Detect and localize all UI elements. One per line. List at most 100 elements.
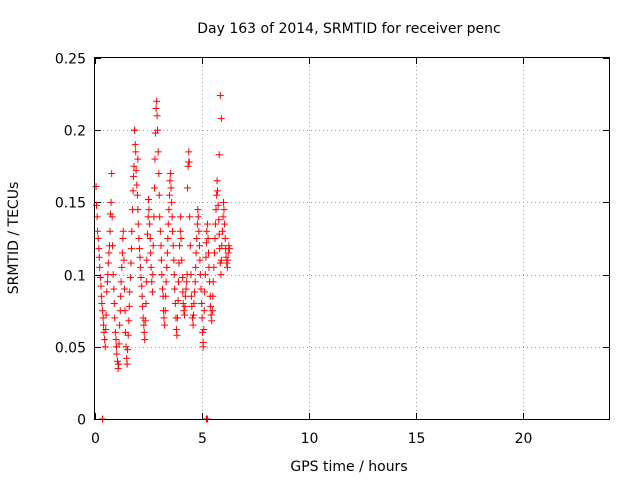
- data-point: [157, 256, 165, 264]
- data-point: [121, 285, 129, 293]
- data-point: [111, 314, 119, 322]
- data-point: [138, 292, 146, 300]
- data-point: [168, 198, 176, 206]
- data-point: [176, 227, 184, 235]
- data-point: [173, 331, 181, 339]
- data-point: [189, 321, 197, 329]
- data-point: [97, 282, 105, 290]
- data-point: [213, 177, 221, 185]
- data-point: [204, 235, 212, 242]
- data-point: [175, 278, 183, 286]
- data-point: [216, 92, 224, 100]
- data-point: [220, 198, 227, 206]
- data-point: [186, 213, 194, 221]
- data-point: [100, 328, 108, 336]
- data-point: [123, 360, 131, 368]
- data-point: [215, 216, 223, 224]
- data-point: [213, 191, 221, 199]
- data-point: [101, 336, 109, 344]
- data-point: [217, 256, 225, 264]
- data-point: [100, 321, 108, 329]
- data-point: [209, 278, 217, 286]
- data-point: [130, 162, 138, 170]
- data-point: [94, 227, 102, 235]
- data-point: [224, 249, 232, 257]
- data-point: [220, 206, 228, 214]
- data-point: [131, 141, 139, 149]
- data-point: [117, 292, 125, 300]
- data-point: [181, 302, 189, 310]
- data-point: [142, 299, 150, 307]
- data-point: [133, 191, 141, 199]
- data-point: [208, 307, 216, 315]
- data-point: [184, 184, 192, 192]
- data-point: [118, 263, 126, 271]
- data-point: [136, 263, 144, 271]
- data-point: [156, 227, 164, 235]
- data-point: [205, 249, 213, 257]
- x-axis-label: GPS time / hours: [290, 459, 407, 475]
- data-point: [207, 311, 215, 319]
- data-point: [107, 198, 115, 206]
- x-tick-label: 0: [91, 431, 100, 447]
- data-point: [146, 220, 154, 228]
- data-point: [169, 227, 177, 235]
- data-point: [203, 227, 211, 235]
- data-point: [171, 285, 179, 293]
- data-point: [193, 220, 201, 228]
- data-point: [160, 314, 168, 322]
- data-point: [110, 285, 118, 293]
- data-point: [103, 278, 111, 286]
- data-point: [203, 220, 211, 228]
- data-point: [185, 158, 193, 166]
- data-point: [124, 331, 132, 339]
- data-point: [163, 249, 171, 257]
- data-point: [177, 235, 185, 242]
- chart-title: Day 163 of 2014, SRMTID for receiver pen…: [197, 21, 500, 37]
- plot-frame: [94, 57, 610, 420]
- data-point: [129, 187, 137, 195]
- data-point: [153, 97, 161, 105]
- data-point: [135, 235, 143, 242]
- data-point: [193, 235, 201, 242]
- data-point: [162, 292, 170, 300]
- data-point: [126, 273, 134, 281]
- data-point: [141, 317, 149, 325]
- data-point: [120, 256, 128, 264]
- data-point: [167, 184, 175, 192]
- data-point: [170, 256, 178, 264]
- data-point: [170, 271, 178, 279]
- data-point: [198, 299, 206, 307]
- x-tick-label: 5: [198, 431, 207, 447]
- data-point: [215, 230, 223, 238]
- data-point: [149, 242, 157, 250]
- data-point: [225, 245, 233, 253]
- data-point: [116, 321, 124, 329]
- data-point: [96, 273, 104, 281]
- data-point: [155, 191, 163, 199]
- data-point: [163, 263, 171, 271]
- data-point: [108, 213, 116, 221]
- data-point: [217, 271, 225, 279]
- data-point: [179, 299, 187, 307]
- data-point: [174, 297, 182, 305]
- data-point: [96, 263, 104, 271]
- data-point: [134, 206, 142, 214]
- ticks-layer: 0 0.05 0.1 0.15 0.2 0.25 0 5 10 15 20: [55, 52, 609, 447]
- data-point: [211, 249, 219, 257]
- data-point: [207, 302, 215, 310]
- data-point: [145, 206, 153, 214]
- data-point: [132, 148, 140, 156]
- data-point: [143, 256, 151, 264]
- data-point: [208, 317, 216, 325]
- y-tick-label: 0: [77, 413, 86, 429]
- data-point: [154, 126, 162, 134]
- data-point: [216, 259, 224, 267]
- data-point: [140, 321, 148, 329]
- points-layer: [92, 92, 233, 423]
- data-point: [202, 239, 210, 247]
- x-tick-label: 10: [301, 431, 319, 447]
- data-point: [148, 288, 156, 296]
- data-point: [109, 271, 117, 279]
